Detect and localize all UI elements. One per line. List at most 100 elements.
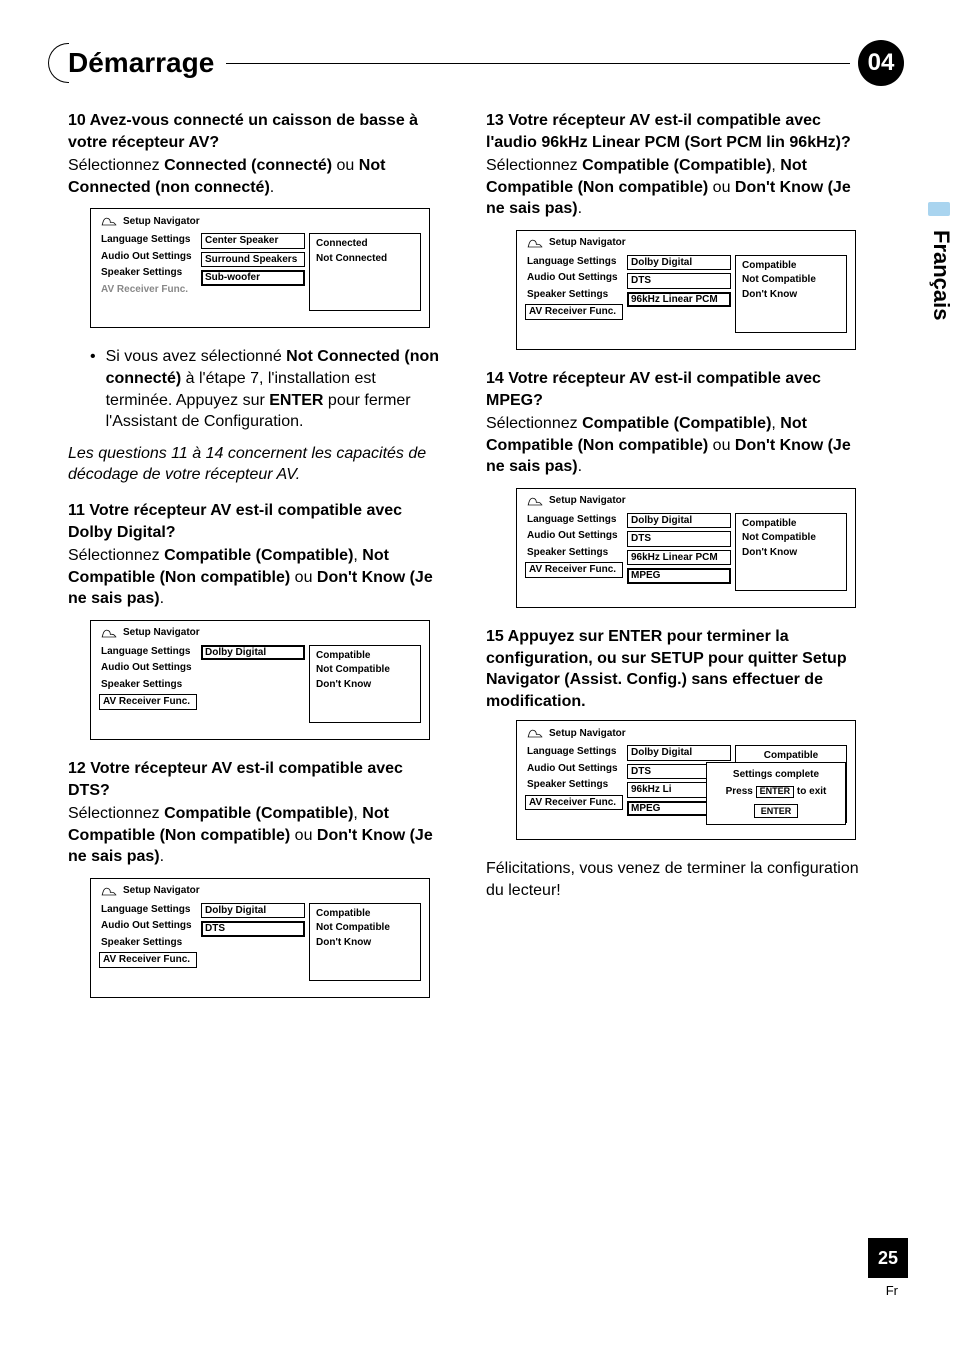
nav-col1-item: Audio Out Settings [99, 661, 197, 675]
nav-col1-item: Audio Out Settings [525, 762, 623, 776]
step13-heading: 13 Votre récepteur AV est-il compatible … [486, 110, 864, 153]
nav-col1-item: Speaker Settings [99, 266, 197, 280]
nav-title: Setup Navigator [517, 721, 855, 741]
step11-prefix: Sélectionnez [68, 547, 164, 564]
nav-panel-step10: Setup NavigatorLanguage SettingsAudio Ou… [90, 208, 430, 328]
nav-panel-step12: Setup Navigator Language SettingsAudio Ou… [90, 878, 430, 998]
step11-sep2: ou [290, 569, 317, 586]
step10-heading: 10 Avez-vous connecté un caisson de bass… [68, 110, 446, 153]
popup-enter-button[interactable]: ENTER [754, 804, 799, 818]
page-header: Démarrage 04 [68, 40, 904, 86]
nav-col1: Language SettingsAudio Out SettingsSpeak… [525, 255, 623, 333]
nav-col2-item: Dolby Digital [627, 513, 731, 529]
right-column: 13 Votre récepteur AV est-il compatible … [486, 110, 864, 1016]
nav-panel-step14: Setup Navigator Language SettingsAudio Ou… [516, 488, 856, 608]
step11-bold1: Compatible (Compatible) [164, 547, 353, 564]
nav-col3-item: Connected [316, 238, 414, 250]
nav-col2: Dolby DigitalDTS [201, 903, 305, 981]
nav-col1: Language SettingsAudio Out SettingsSpeak… [525, 513, 623, 591]
nav-col2: Dolby DigitalDTS96kHz Linear PCMMPEG [627, 513, 731, 591]
nav-col3-item: Compatible [316, 908, 414, 920]
nav-col2-item: DTS [627, 531, 731, 547]
step11-body: Sélectionnez Compatible (Compatible), No… [68, 545, 446, 610]
nav-col2-item: Dolby Digital [627, 745, 731, 761]
nav-col3-item: Compatible [316, 650, 414, 662]
step12-bold1: Compatible (Compatible) [164, 805, 353, 822]
left-column: 10 Avez-vous connecté un caisson de bass… [68, 110, 446, 1016]
nav-col1: Language SettingsAudio Out SettingsSpeak… [99, 645, 197, 723]
nav-title: Setup Navigator [517, 231, 855, 251]
step15-heading: 15 Appuyez sur ENTER pour terminer la co… [486, 626, 864, 712]
nav-panel-step13: Setup Navigator Language SettingsAudio Ou… [516, 230, 856, 350]
step10-bold1: Connected (connecté) [164, 157, 332, 174]
nav-col3-item: Compatible [742, 260, 840, 272]
nav-col2-item: Sub-woofer [201, 270, 305, 286]
nav-title-text: Setup Navigator [123, 885, 200, 896]
nav-col1-item: Audio Out Settings [99, 919, 197, 933]
step13-suffix: . [578, 200, 582, 217]
nav-col2: Dolby Digital [201, 645, 305, 723]
step14-prefix: Sélectionnez [486, 415, 582, 432]
step11-sep1: , [353, 547, 362, 564]
nav-col1-item: Language Settings [525, 745, 623, 759]
nav-col1-item: AV Receiver Func. [99, 952, 197, 968]
nav-col3-item: Not Connected [316, 253, 414, 265]
nav-col1-item: Speaker Settings [99, 936, 197, 950]
bullet-prefix: Si vous avez sélectionné [106, 348, 287, 365]
nav-col3-item: Not Compatible [316, 922, 414, 934]
step13-sep1: , [771, 157, 780, 174]
nav-col2-item: MPEG [627, 568, 731, 584]
italic-note: Les questions 11 à 14 concernent les cap… [68, 443, 446, 486]
nav-title-text: Setup Navigator [549, 237, 626, 248]
step13-prefix: Sélectionnez [486, 157, 582, 174]
nav-col1-item: Language Settings [525, 255, 623, 269]
popup-inline-enter-icon: ENTER [756, 786, 795, 798]
step14-sep2: ou [708, 437, 735, 454]
nav-col3-item: Don't Know [316, 679, 414, 691]
nav-col1-item: AV Receiver Func. [525, 304, 623, 320]
nav-col3: CompatibleNot CompatibleDon't Know [735, 255, 847, 333]
nav-col1-item: Speaker Settings [525, 778, 623, 792]
step13-body: Sélectionnez Compatible (Compatible), No… [486, 155, 864, 220]
settings-complete-popup: Settings complete Press ENTER to exit EN… [706, 762, 846, 825]
nav-title-text: Setup Navigator [549, 495, 626, 506]
step12-body: Sélectionnez Compatible (Compatible), No… [68, 803, 446, 868]
step14-bold1: Compatible (Compatible) [582, 415, 771, 432]
step12-prefix: Sélectionnez [68, 805, 164, 822]
bullet-after-10: • Si vous avez sélectionné Not Con­necte… [90, 346, 446, 432]
nav-icon [527, 237, 543, 249]
nav-body: Language SettingsAudio Out SettingsSpeak… [91, 899, 429, 997]
nav-col1-item: Language Settings [99, 233, 197, 247]
step10-body-prefix: Sélectionnez [68, 157, 164, 174]
nav-col3-item: Compatible [742, 750, 840, 762]
nav-col1-item: AV Receiver Func. [525, 562, 623, 578]
nav-col2-item: Dolby Digital [201, 903, 305, 919]
step14-sep1: , [771, 415, 780, 432]
nav-col3-item: Don't Know [742, 289, 840, 301]
nav-col3-item: Not Compatible [742, 532, 840, 544]
nav-col3-item: Don't Know [742, 547, 840, 559]
step13-bold1: Compatible (Compatible) [582, 157, 771, 174]
nav-body: Language Settings Audio Out Settings Speak… [91, 229, 429, 327]
nav-col1-item: AV Receiver Func. [99, 694, 197, 710]
step11-suffix: . [160, 590, 164, 607]
nav-col1-item: Audio Out Settings [99, 250, 197, 264]
page-lang-code: Fr [886, 1283, 898, 1298]
nav-icon [101, 215, 117, 227]
nav-panel-step11: Setup NavigatorLanguage SettingsAudio Ou… [90, 620, 430, 740]
closing-text: Félicitations, vous venez de terminer la… [486, 858, 864, 901]
nav-title-text: Setup Navigator [549, 728, 626, 739]
nav-col3: Compatible Not Compatible Don't Know [309, 645, 421, 723]
nav-col1: Language Settings Audio Out Settings Speak… [99, 233, 197, 311]
step13-sep2: ou [708, 179, 735, 196]
page-number-badge: 25 [868, 1238, 908, 1278]
nav-col3-item: Don't Know [316, 937, 414, 949]
nav-col1-item: Speaker Settings [525, 546, 623, 560]
nav-col2: Dolby DigitalDTS96kHz Linear PCM [627, 255, 731, 333]
nav-col3-item: Compatible [742, 518, 840, 530]
nav-body: Language SettingsAudio Out SettingsSpeak… [91, 641, 429, 739]
nav-col3: Compatible Not Compatible Don't Know [309, 903, 421, 981]
nav-col3-item: Not Compatible [316, 664, 414, 676]
nav-col3: Compatible Not Compatible Don't Know [735, 513, 847, 591]
chapter-number-badge: 04 [858, 40, 904, 86]
